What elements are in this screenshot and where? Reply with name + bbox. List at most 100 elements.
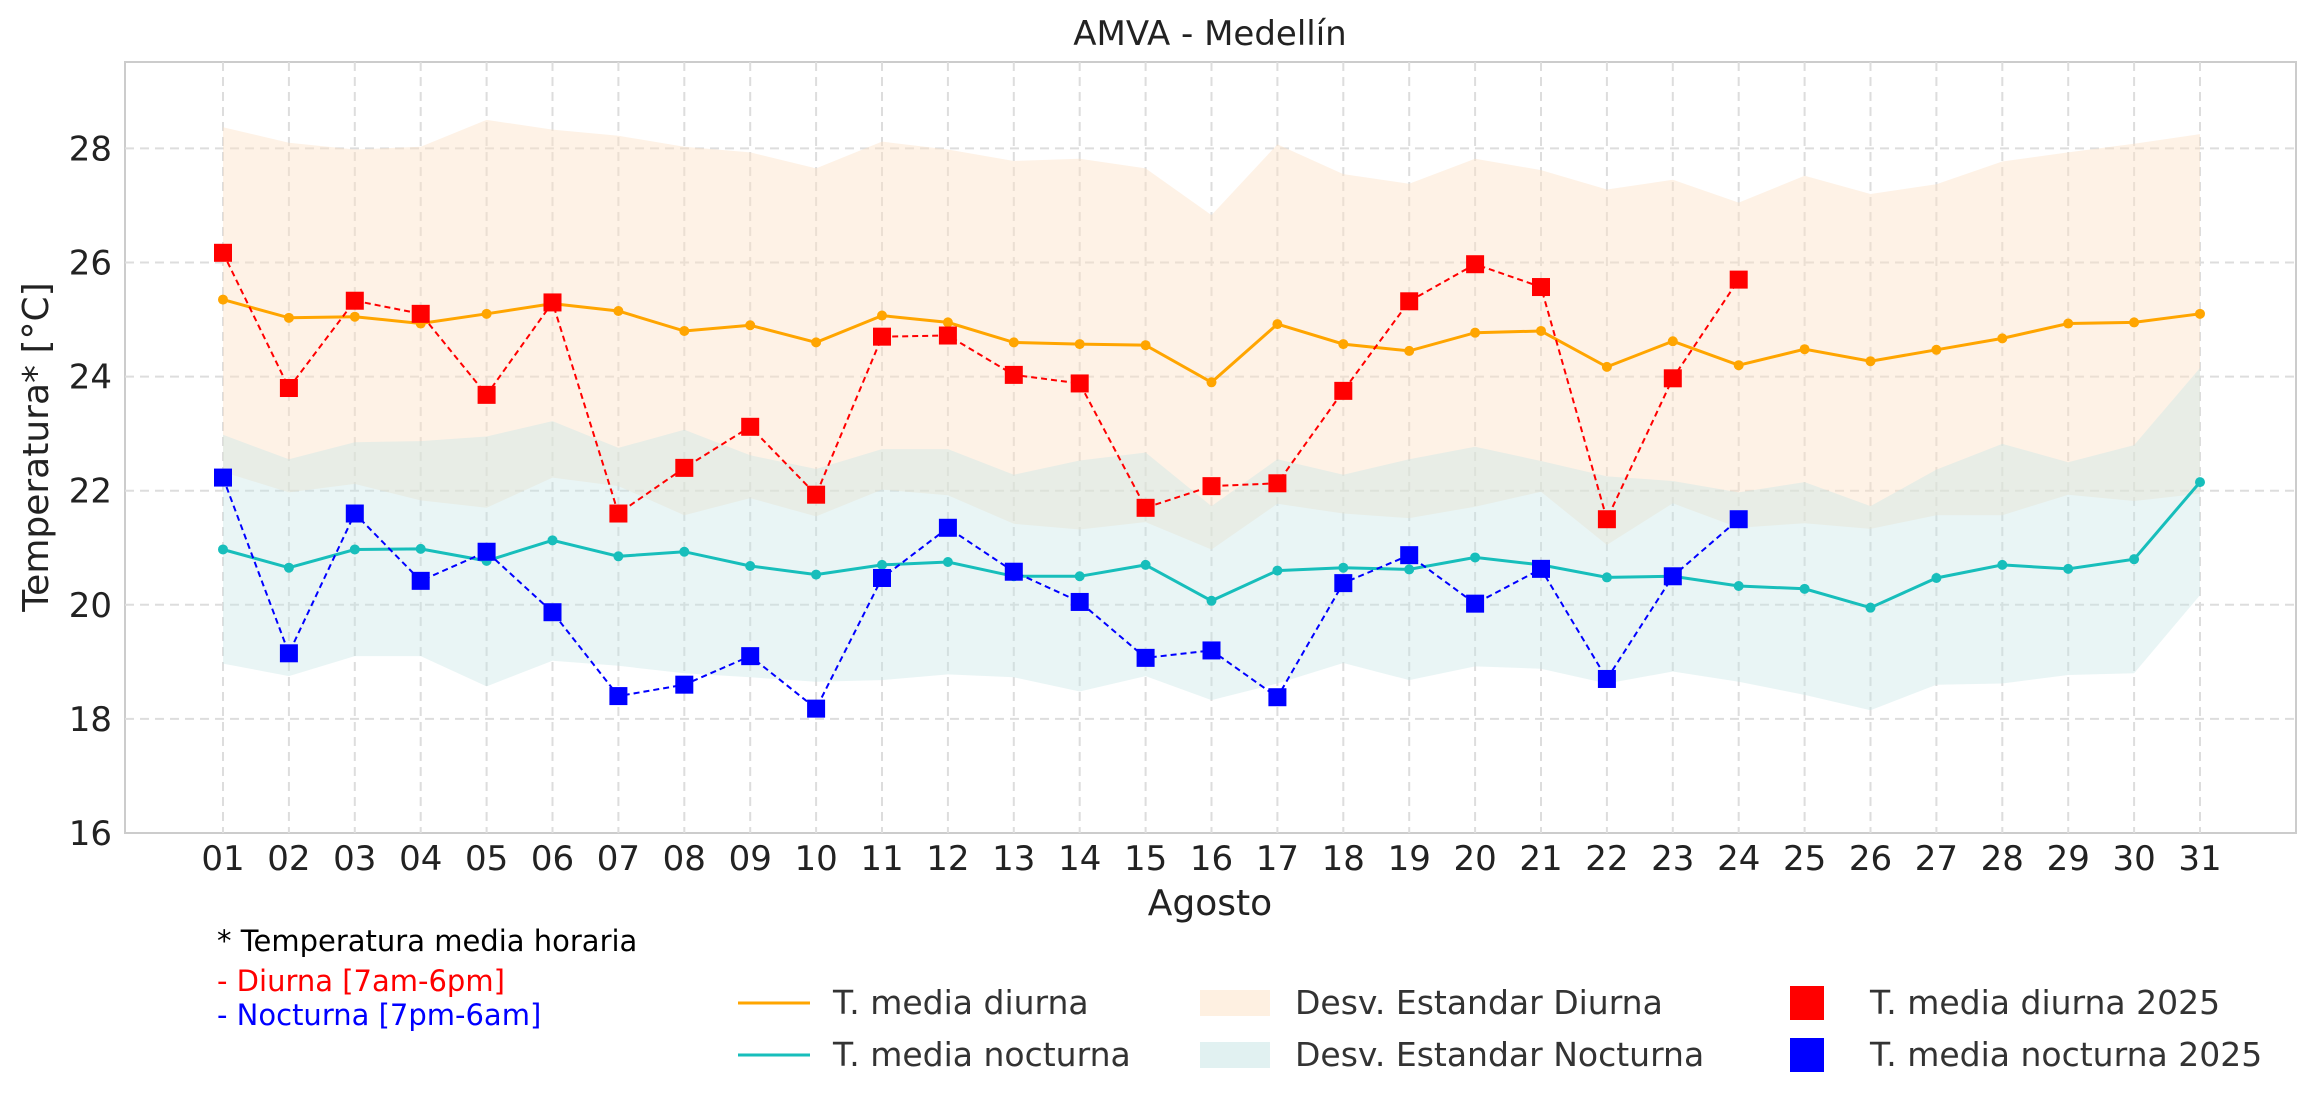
legend-square-swatch <box>1790 986 1824 1020</box>
night-2025-marker <box>873 568 891 587</box>
night-2025-marker <box>477 542 496 561</box>
x-tick-label: 29 <box>2047 839 2090 879</box>
legend-band-swatch <box>1200 1042 1270 1068</box>
night-mean-point <box>547 535 558 546</box>
y-tick-label: 16 <box>69 814 112 854</box>
x-tick-label: 10 <box>794 839 837 879</box>
x-tick-label: 07 <box>597 839 640 879</box>
legend-label: T. media nocturna <box>832 1035 1131 1074</box>
legend: T. media diurna T. media nocturna Desv. Es… <box>738 983 2262 1074</box>
night-mean-point <box>1997 559 2008 570</box>
day-mean-point <box>1338 339 1349 350</box>
x-tick-label: 16 <box>1190 839 1233 879</box>
x-tick-label: 19 <box>1388 839 1431 879</box>
night-2025-marker <box>345 504 364 523</box>
x-tick-label: 03 <box>333 839 376 879</box>
day-2025-marker <box>675 458 694 477</box>
day-mean-point <box>679 325 690 336</box>
day-2025-marker <box>345 291 364 310</box>
x-tick-label: 18 <box>1322 839 1365 879</box>
day-mean-point <box>2063 318 2074 329</box>
night-mean-point <box>1272 565 1283 576</box>
x-tick-label: 22 <box>1585 839 1628 879</box>
x-tick-label: 17 <box>1256 839 1299 879</box>
night-mean-point <box>1074 571 1085 582</box>
day-mean-point <box>1667 336 1678 347</box>
y-axis-label: Temperatura* [°C] <box>16 282 57 612</box>
x-tick-label: 25 <box>1783 839 1826 879</box>
day-2025-marker <box>214 243 232 262</box>
day-mean-point <box>1074 339 1085 350</box>
x-tick-label: 27 <box>1915 839 1958 879</box>
day-mean-point <box>1733 360 1744 371</box>
x-tick-label: 13 <box>992 839 1035 879</box>
night-mean-point <box>811 569 822 580</box>
day-mean-point <box>1206 377 1217 388</box>
night-mean-point <box>1799 583 1810 594</box>
legend-square-swatch <box>1790 1038 1824 1072</box>
night-2025-marker <box>741 647 760 666</box>
night-2025-marker <box>543 603 562 622</box>
night-2025-marker <box>1268 688 1287 707</box>
day-2025-marker <box>279 379 298 398</box>
x-tick-label: 23 <box>1651 839 1694 879</box>
x-tick-label: 11 <box>860 839 903 879</box>
x-tick-label: 20 <box>1453 839 1496 879</box>
day-mean-point <box>1997 333 2008 344</box>
day-2025-marker <box>938 326 957 345</box>
day-mean-point <box>283 312 294 323</box>
day-mean-point <box>1404 345 1415 356</box>
night-2025-marker <box>1136 648 1155 667</box>
day-2025-marker <box>1532 278 1550 297</box>
x-tick-label: 06 <box>531 839 574 879</box>
day-2025-marker <box>1400 292 1419 311</box>
night-2025-marker <box>1663 567 1682 586</box>
legend-label: T. media diurna <box>832 983 1089 1022</box>
day-mean-point <box>481 308 492 319</box>
day-mean-point <box>811 337 822 348</box>
x-axis-label: Agosto <box>1148 883 1272 924</box>
day-2025-marker <box>411 304 430 323</box>
night-2025-marker <box>609 687 628 706</box>
x-tick-label: 30 <box>2112 839 2155 879</box>
day-mean-point <box>1931 344 1942 355</box>
day-mean-point <box>1470 327 1481 338</box>
day-2025-marker <box>1729 270 1748 289</box>
day-2025-marker <box>1070 374 1089 393</box>
legend-band-swatch <box>1200 990 1270 1016</box>
night-mean-point <box>745 561 756 572</box>
night-mean-point <box>679 546 690 557</box>
x-tick-label: 31 <box>2178 839 2221 879</box>
x-tick-label: 01 <box>201 839 244 879</box>
night-mean-point <box>2129 554 2140 565</box>
day-mean-point <box>218 294 228 305</box>
night-mean-point <box>218 544 228 555</box>
note-hourly: * Temperatura media horaria <box>217 924 638 958</box>
night-mean-point <box>1865 602 1876 613</box>
day-mean-point <box>1008 337 1019 348</box>
y-tick-label: 22 <box>69 472 112 512</box>
x-tick-label: 08 <box>663 839 706 879</box>
day-2025-marker <box>1004 365 1023 384</box>
night-mean-point <box>2195 477 2205 488</box>
day-mean-point <box>613 305 624 316</box>
x-tick-labels: 01 02 03 04 05 06 07 08 09 10 11 12 13 14 15 16 17 18 19 20… <box>201 839 2221 879</box>
night-mean-point <box>877 559 887 570</box>
day-2025-marker <box>609 504 628 523</box>
x-tick-label: 26 <box>1849 839 1892 879</box>
day-2025-marker <box>807 485 826 504</box>
day-2025-marker <box>1663 369 1682 388</box>
chart-title: AMVA - Medellín <box>1073 14 1346 54</box>
day-mean-point <box>1140 340 1151 351</box>
legend-label: Desv. Estandar Diurna <box>1295 983 1663 1022</box>
night-mean-point <box>1338 562 1349 573</box>
day-2025-line <box>222 252 1740 523</box>
x-tick-label: 28 <box>1981 839 2024 879</box>
night-2025-marker <box>279 644 298 663</box>
day-mean-point <box>2129 317 2140 328</box>
day-2025-marker <box>1466 255 1485 274</box>
y-tick-label: 28 <box>69 129 112 169</box>
y-tick-label: 26 <box>69 244 112 284</box>
day-mean-point <box>1536 325 1546 336</box>
